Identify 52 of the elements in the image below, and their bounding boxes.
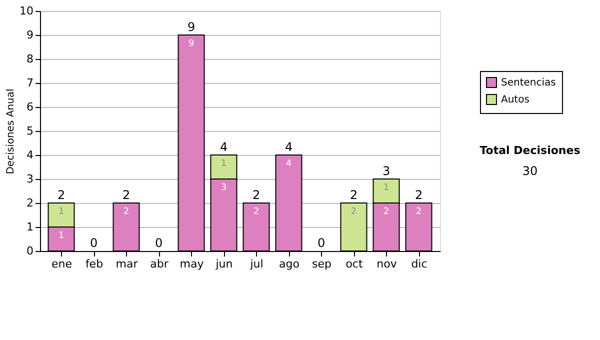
legend-label: Sentencias — [501, 78, 556, 88]
text: 30 — [522, 164, 538, 178]
data-label: 2 — [416, 207, 422, 217]
data-label: 2 — [350, 207, 357, 217]
legend-label: Autos — [501, 94, 530, 106]
x-tick-label: may — [180, 258, 204, 270]
x-tick-label: mar — [116, 258, 138, 270]
y-tick-label: 4 — [26, 148, 34, 162]
total-label: 2 — [414, 188, 423, 202]
x-tick-label: nov — [376, 258, 398, 270]
x-tick-label: oct — [346, 258, 364, 270]
text: 0 — [90, 236, 98, 250]
total-label: 3 — [382, 164, 390, 178]
x-tick-label: dic — [411, 258, 428, 270]
y-tick-label: 6 — [26, 100, 34, 114]
total-label: 2 — [350, 188, 358, 202]
data-label: 1 — [58, 207, 64, 217]
x-tick-label: ago — [279, 258, 300, 270]
data-label: 1 — [58, 231, 64, 241]
total-label: 2 — [122, 188, 130, 202]
total-label: 2 — [57, 188, 66, 202]
text: 0 — [317, 236, 326, 250]
y-tick-label: 8 — [26, 52, 34, 66]
data-label: 2 — [253, 207, 260, 217]
data-label: 1 — [220, 159, 227, 169]
x-tick-label: ene — [51, 258, 72, 270]
y-tick-label: 0 — [26, 244, 34, 258]
x-tick-label: jun — [214, 258, 233, 270]
x-tick-label: jul — [249, 258, 264, 270]
y-tick-label: 10 — [20, 4, 34, 18]
text: 0 — [154, 236, 163, 250]
x-tick-label: sep — [312, 258, 332, 270]
total-label: 9 — [187, 20, 196, 34]
total-label: 4 — [220, 140, 228, 154]
x-tick-label: feb — [85, 258, 104, 270]
data-label: 2 — [123, 207, 130, 217]
y-tick-label: 1 — [26, 220, 34, 234]
data-label: 1 — [383, 183, 390, 193]
data-label: 9 — [188, 39, 194, 49]
y-axis-title: Decisiones Anual — [6, 88, 17, 174]
x-tick-label: abr — [150, 258, 169, 270]
y-tick-label: 9 — [26, 28, 34, 42]
y-tick-label: 5 — [26, 124, 34, 138]
y-tick-label: 2 — [26, 196, 34, 210]
data-label: 2 — [383, 207, 390, 217]
data-label: 3 — [220, 183, 227, 193]
total-label: 2 — [252, 188, 260, 202]
y-tick-label: 3 — [26, 172, 34, 186]
text: Total Decisiones — [480, 144, 581, 157]
y-tick-label: 7 — [26, 76, 34, 90]
total-label: 4 — [284, 140, 293, 154]
data-label: 4 — [286, 159, 292, 169]
